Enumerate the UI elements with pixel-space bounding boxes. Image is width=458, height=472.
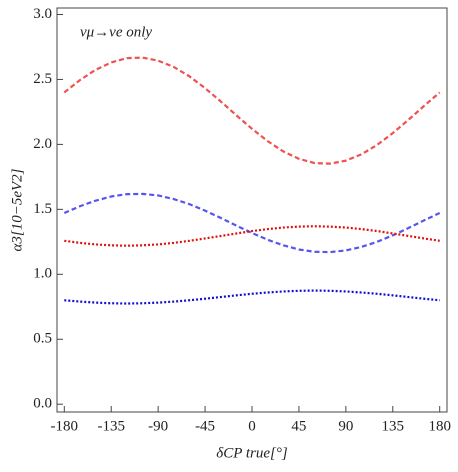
y-tick-label: 1.0	[33, 266, 52, 282]
x-tick-label: -135	[97, 418, 125, 434]
series-line	[64, 225, 440, 247]
y-tick-label: 2.5	[33, 71, 52, 87]
x-tick-label: -180	[51, 418, 79, 434]
x-axis-label: δCP true[°]	[216, 445, 288, 461]
x-tick-label: 135	[382, 418, 405, 434]
series-line	[64, 289, 440, 305]
x-tick-label: 0	[248, 418, 256, 434]
y-tick-label: 0.0	[33, 396, 52, 412]
x-tick-label: -90	[148, 418, 168, 434]
y-tick-label: 1.5	[33, 201, 52, 217]
series-line	[63, 192, 441, 254]
x-tick-label: 180	[428, 418, 451, 434]
y-tick-label: 0.5	[33, 331, 52, 347]
x-tick-label: -45	[195, 418, 215, 434]
annotation: νμ→νe only	[80, 24, 152, 40]
series-line	[63, 56, 441, 165]
y-axis-label: α3[10−5eV2]	[9, 168, 25, 251]
plot-frame	[56, 7, 448, 413]
x-tick-label: 90	[338, 418, 353, 434]
y-tick-label: 2.0	[33, 136, 52, 152]
y-tick-label: 3.0	[33, 6, 52, 22]
x-tick-label: 45	[291, 418, 306, 434]
